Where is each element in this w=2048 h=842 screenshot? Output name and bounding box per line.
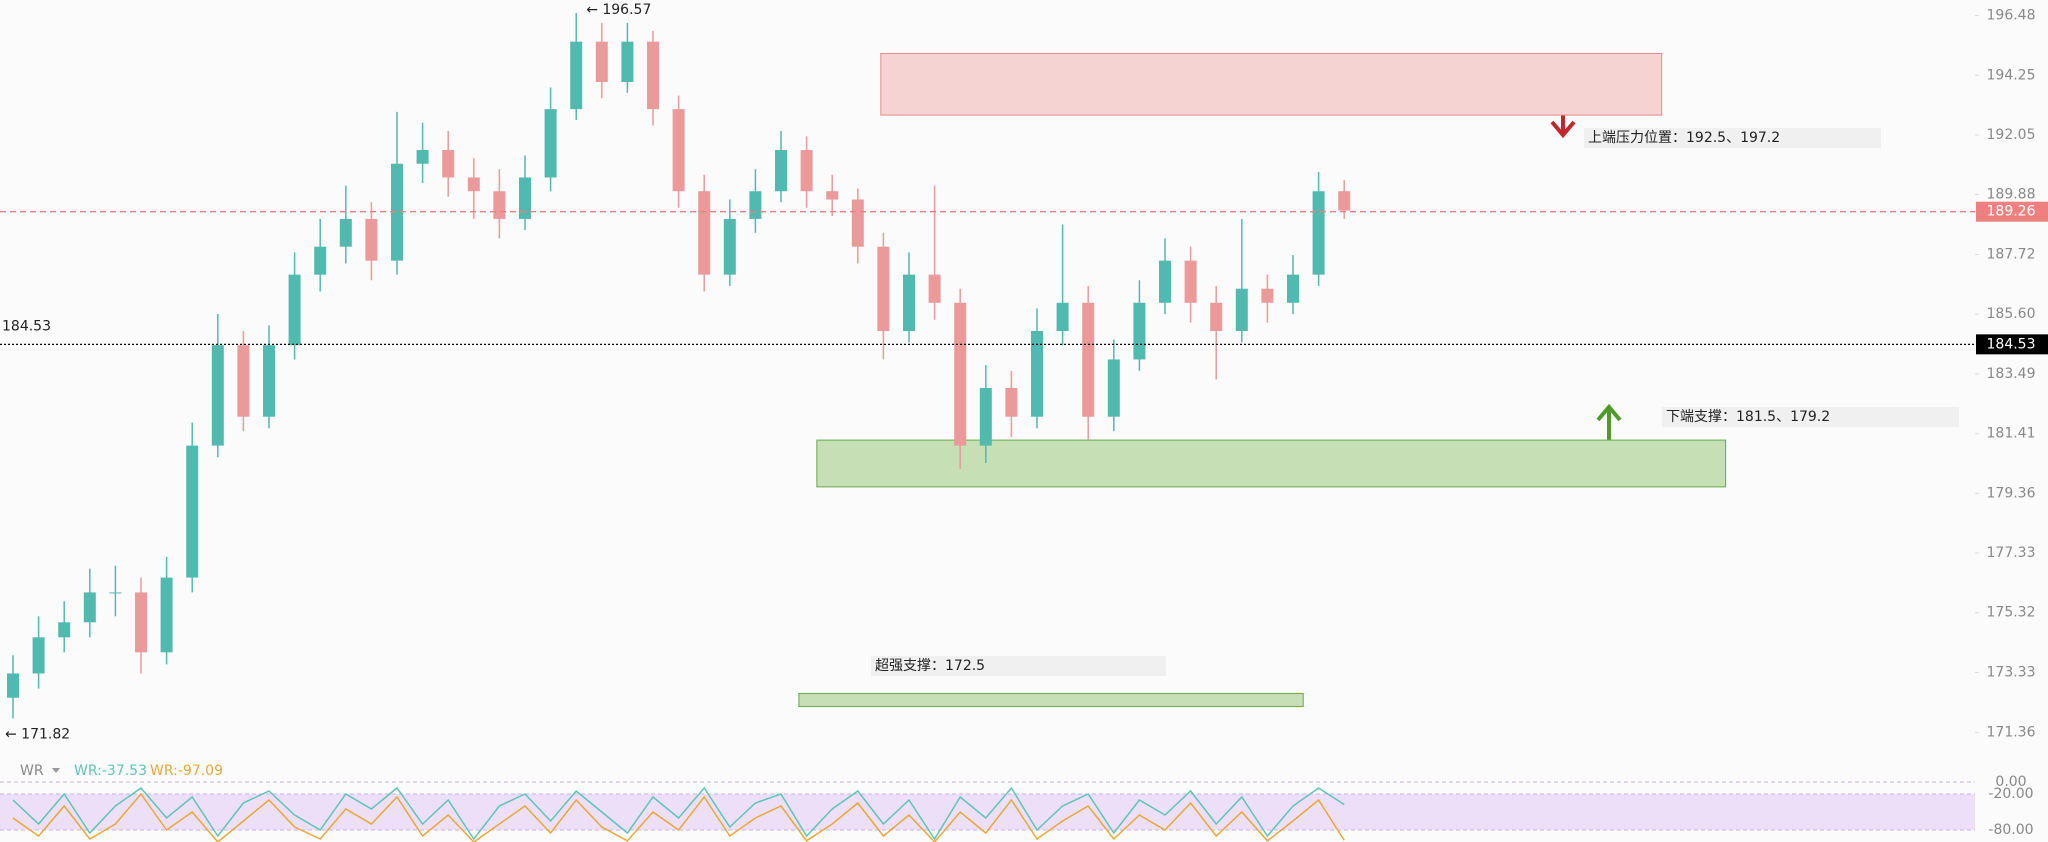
candle-body bbox=[1338, 191, 1351, 211]
candle-body bbox=[493, 191, 506, 219]
price-label: 184.53 bbox=[1987, 336, 2036, 352]
candle-body bbox=[1235, 288, 1248, 332]
zone-label-bg bbox=[871, 656, 1166, 676]
zone bbox=[816, 439, 1727, 488]
candle-body bbox=[851, 199, 864, 247]
y-tick-label: 194.25 bbox=[1987, 67, 2036, 83]
candle-body bbox=[58, 622, 71, 638]
candle-body bbox=[749, 191, 762, 219]
y-tick-label: -80.00 bbox=[1988, 822, 2033, 838]
candle-body bbox=[160, 577, 173, 653]
y-tick-label: 185.60 bbox=[1987, 306, 2036, 322]
candle-body bbox=[723, 218, 736, 275]
candle-body bbox=[519, 177, 531, 219]
candle-body bbox=[32, 637, 45, 674]
candle-body bbox=[1107, 359, 1120, 417]
candle-body bbox=[467, 177, 480, 192]
candle-body bbox=[903, 274, 915, 332]
candle-body bbox=[1056, 302, 1069, 332]
y-tick-label: 192.05 bbox=[1987, 127, 2036, 143]
y-tick-label: 183.49 bbox=[1987, 366, 2036, 382]
zone bbox=[798, 692, 1304, 708]
wr-line bbox=[12, 786, 1345, 841]
y-tick-label: 175.32 bbox=[1987, 605, 2036, 621]
y-tick-label: 189.88 bbox=[1987, 187, 2036, 203]
wr-line bbox=[12, 792, 1345, 842]
zone-label: 上端压力位置：192.5、197.2 bbox=[1588, 130, 1780, 146]
candle-body bbox=[442, 150, 455, 178]
candle-body bbox=[237, 345, 250, 417]
zone-label-bg bbox=[1584, 128, 1881, 148]
extreme-label: ← 196.57 bbox=[586, 2, 651, 18]
candle-body bbox=[314, 246, 327, 275]
zone-label: 超强支撑：172.5 bbox=[875, 658, 985, 674]
candle-body bbox=[1031, 331, 1043, 417]
price-label-bg bbox=[1976, 201, 2048, 222]
candle-body bbox=[698, 191, 711, 275]
candle-body bbox=[1184, 260, 1197, 303]
candle-body bbox=[826, 191, 839, 200]
indicator-title: WR bbox=[20, 763, 44, 779]
legend-entry: WR:-37.53 bbox=[74, 763, 147, 779]
legend-entry: WR:-97.09 bbox=[150, 763, 223, 779]
candle-body bbox=[135, 592, 147, 653]
price-label-bg bbox=[1976, 334, 2048, 355]
y-tick-label: 181.41 bbox=[1987, 426, 2036, 442]
candle-body bbox=[954, 302, 967, 446]
candle-body bbox=[7, 673, 19, 698]
y-tick-label: 0.00 bbox=[1995, 774, 2026, 790]
candle-body bbox=[621, 41, 634, 83]
candle-body bbox=[1133, 302, 1146, 360]
candle-body bbox=[339, 218, 352, 247]
candle-body bbox=[979, 387, 992, 446]
candle-body bbox=[672, 109, 685, 192]
candle-body bbox=[83, 592, 96, 623]
candle-body bbox=[1287, 274, 1299, 303]
zone bbox=[880, 52, 1663, 116]
candle-body bbox=[1312, 191, 1325, 275]
y-tick-label: 171.36 bbox=[1987, 724, 2036, 740]
candle-body bbox=[928, 274, 941, 303]
candle-body bbox=[391, 163, 403, 261]
y-tick-label: 177.33 bbox=[1987, 545, 2036, 561]
candle-body bbox=[365, 218, 378, 261]
y-tick-label: 173.33 bbox=[1987, 665, 2036, 681]
candle-body bbox=[186, 445, 199, 578]
zone-label: 下端支撑：181.5、179.2 bbox=[1666, 409, 1830, 425]
y-tick-label: 187.72 bbox=[1987, 247, 2036, 263]
zone-label-bg bbox=[1662, 407, 1959, 427]
candle-body bbox=[544, 109, 557, 178]
candle-body bbox=[647, 41, 659, 110]
candle-body bbox=[1210, 302, 1223, 332]
candle-body bbox=[109, 592, 122, 594]
candle-body bbox=[211, 345, 224, 446]
price-label: 189.26 bbox=[1987, 204, 2036, 220]
dropdown-icon[interactable] bbox=[52, 768, 60, 773]
y-tick-label: -20.00 bbox=[1988, 786, 2033, 802]
candle-body bbox=[263, 345, 275, 417]
extreme-label: ← 171.82 bbox=[5, 726, 70, 742]
candle-body bbox=[416, 150, 429, 164]
candle-body bbox=[570, 41, 583, 110]
price-left-label: 184.53 bbox=[2, 318, 51, 334]
y-tick-label: 179.36 bbox=[1987, 485, 2036, 501]
candle-body bbox=[775, 150, 787, 192]
y-tick-label: 196.48 bbox=[1987, 7, 2036, 23]
indicator-band bbox=[0, 794, 1975, 830]
candle-body bbox=[1261, 288, 1274, 303]
candle-body bbox=[877, 246, 890, 332]
candle-body bbox=[1005, 387, 1018, 417]
candle-body bbox=[288, 274, 301, 346]
candle-body bbox=[1082, 302, 1095, 417]
candle-body bbox=[800, 150, 813, 192]
candle-body bbox=[595, 41, 608, 83]
candle-body bbox=[1159, 260, 1171, 303]
